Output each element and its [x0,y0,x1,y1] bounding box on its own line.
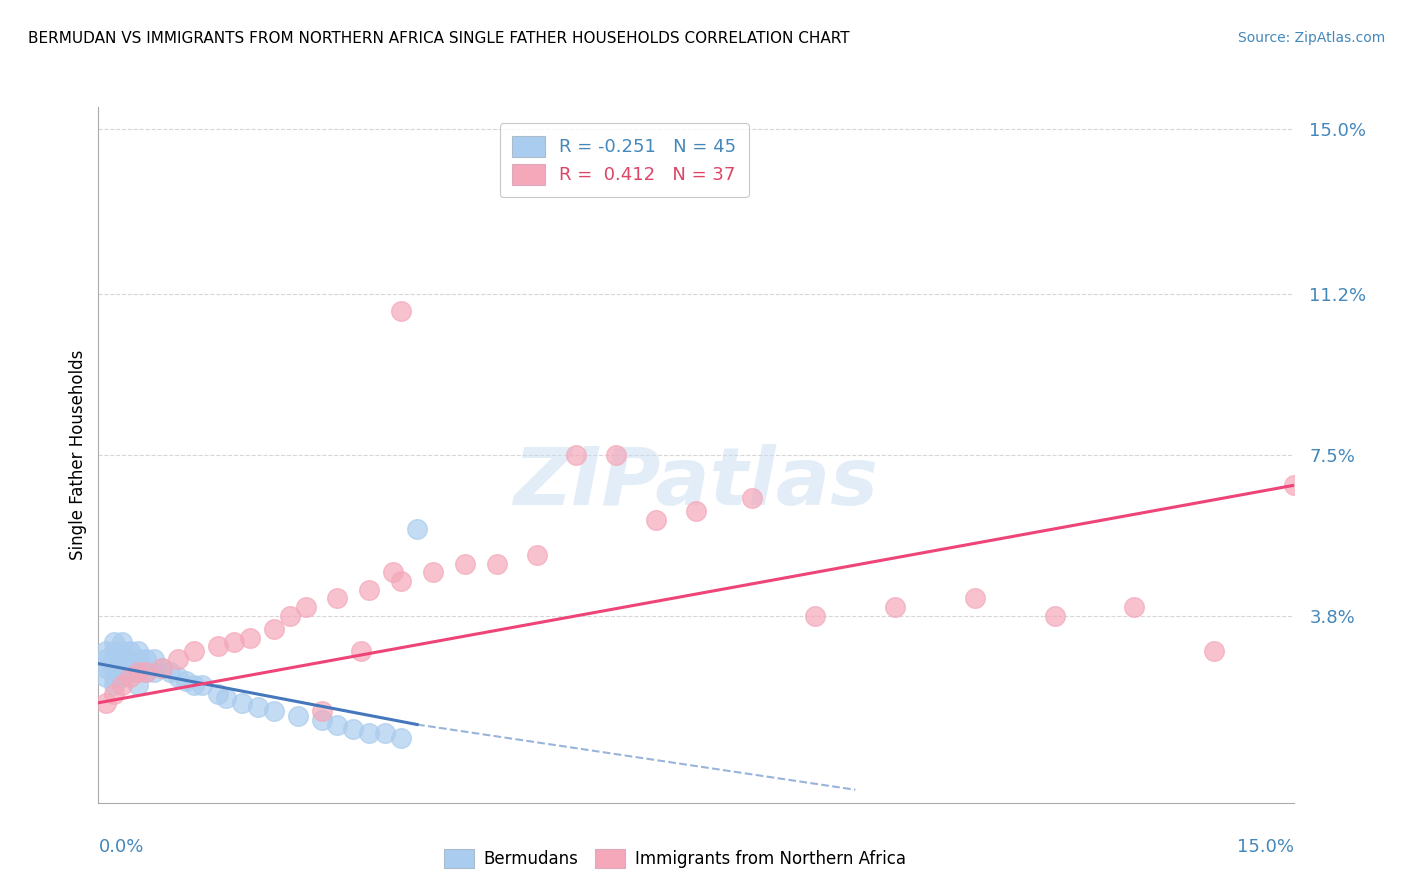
Point [326,591,349,606]
Point [526,548,548,562]
Point [422,566,444,580]
Point [103,670,125,684]
Point [685,504,707,518]
Point [103,661,125,675]
Point [454,557,477,571]
Point [120,643,142,657]
Point [389,731,412,745]
Point [804,608,827,623]
Point [135,665,157,680]
Point [159,665,181,680]
Point [605,448,627,462]
Point [741,491,763,506]
Point [278,608,301,623]
Point [120,661,142,675]
Point [485,557,508,571]
Point [111,635,134,649]
Point [207,687,229,701]
Legend: R = -0.251   N = 45, R =  0.412   N = 37: R = -0.251 N = 45, R = 0.412 N = 37 [499,123,749,197]
Point [207,639,229,653]
Point [374,726,396,740]
Point [263,705,285,719]
Point [103,678,125,692]
Text: 15.0%: 15.0% [1236,838,1294,855]
Point [1282,478,1305,492]
Point [96,696,118,710]
Point [127,661,149,675]
Text: ZIPatlas: ZIPatlas [513,443,879,522]
Point [143,665,166,680]
Point [174,674,197,689]
Point [294,600,316,615]
Point [120,652,142,666]
Point [103,652,125,666]
Point [135,652,157,666]
Point [183,643,205,657]
Y-axis label: Single Father Households: Single Father Households [69,350,87,560]
Point [231,696,253,710]
Point [96,661,118,675]
Text: 0.0%: 0.0% [98,838,143,855]
Point [263,622,285,636]
Point [311,713,333,727]
Point [143,652,166,666]
Point [350,643,373,657]
Point [389,574,412,588]
Point [1123,600,1146,615]
Point [215,691,238,706]
Point [565,448,588,462]
Point [326,717,349,731]
Point [167,652,190,666]
Point [127,643,149,657]
Point [183,678,205,692]
Point [127,678,149,692]
Point [111,652,134,666]
Point [342,722,364,736]
Point [111,678,134,692]
Point [239,631,262,645]
Point [311,705,333,719]
Text: Source: ZipAtlas.com: Source: ZipAtlas.com [1237,31,1385,45]
Point [111,661,134,675]
Point [645,513,668,527]
Point [150,661,173,675]
Point [111,643,134,657]
Point [287,708,309,723]
Text: BERMUDAN VS IMMIGRANTS FROM NORTHERN AFRICA SINGLE FATHER HOUSEHOLDS CORRELATION: BERMUDAN VS IMMIGRANTS FROM NORTHERN AFR… [28,31,849,46]
Point [96,643,118,657]
Point [150,661,173,675]
Point [135,665,157,680]
Point [1043,608,1066,623]
Point [103,643,125,657]
Point [359,582,381,597]
Point [111,670,134,684]
Point [127,665,149,680]
Point [359,726,381,740]
Point [103,635,125,649]
Legend: Bermudans, Immigrants from Northern Africa: Bermudans, Immigrants from Northern Afri… [437,842,912,875]
Point [103,687,125,701]
Point [246,700,269,714]
Point [127,652,149,666]
Point [120,670,142,684]
Point [96,670,118,684]
Point [222,635,245,649]
Point [1202,643,1225,657]
Point [963,591,986,606]
Point [884,600,907,615]
Point [96,652,118,666]
Point [167,670,190,684]
Point [389,304,412,318]
Point [406,522,429,536]
Point [382,566,405,580]
Point [191,678,214,692]
